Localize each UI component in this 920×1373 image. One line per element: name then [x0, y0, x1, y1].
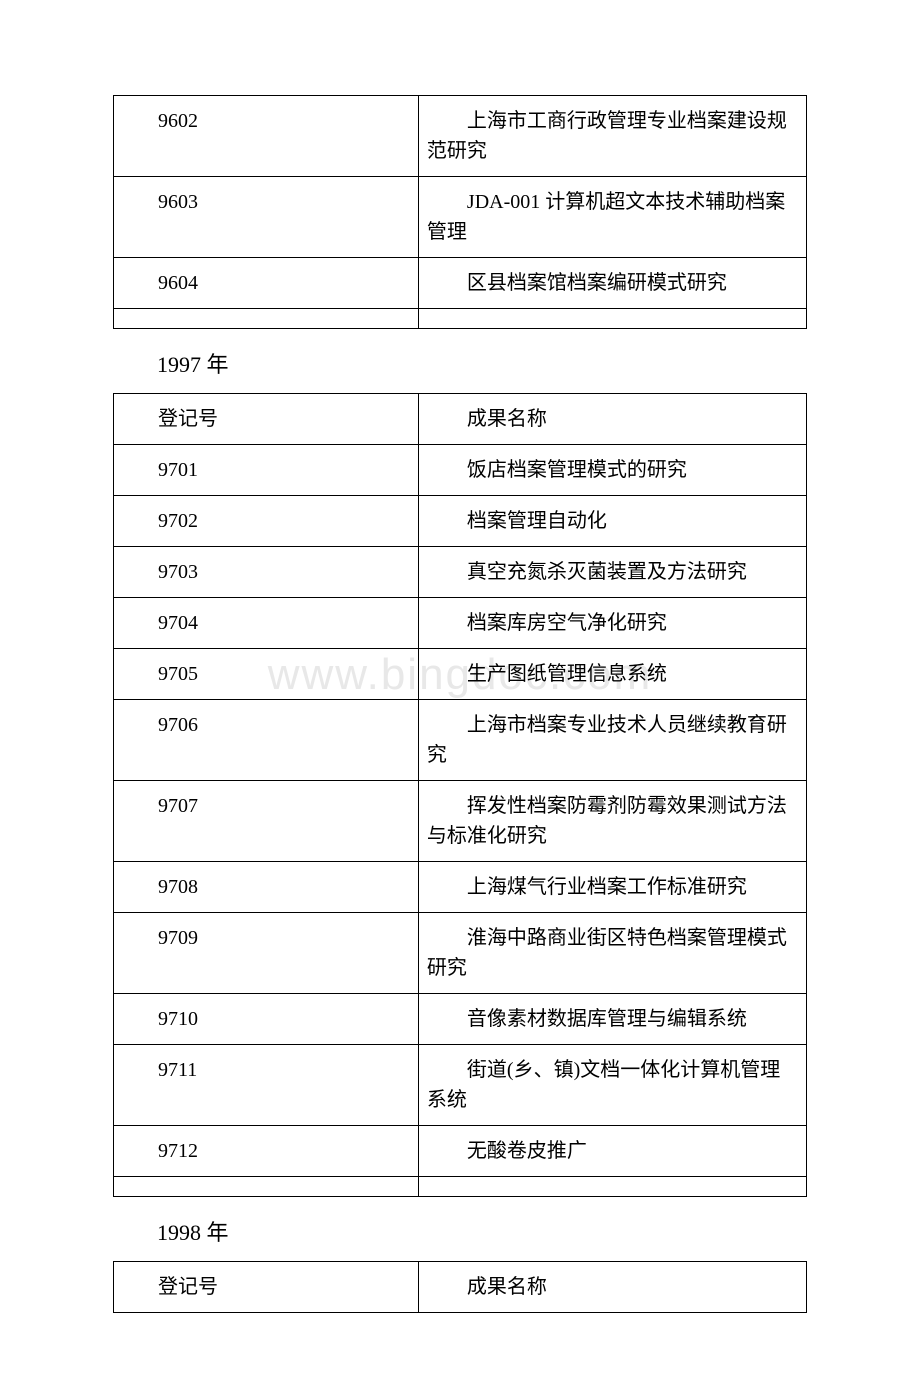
cell-empty — [114, 309, 419, 329]
table-row-empty — [114, 309, 807, 329]
cell-name: 挥发性档案防霉剂防霉效果测试方法与标准化研究 — [418, 781, 806, 862]
cell-id: 9707 — [114, 781, 419, 862]
cell-name-text: 档案库房空气净化研究 — [467, 612, 667, 634]
cell-id: 9705 — [114, 649, 419, 700]
cell-name: 淮海中路商业街区特色档案管理模式研究 — [418, 913, 806, 994]
cell-id: 9712 — [114, 1126, 419, 1177]
cell-name-text: 无酸卷皮推广 — [467, 1140, 587, 1162]
header-cell-name: 成果名称 — [418, 394, 806, 445]
cell-name: 档案库房空气净化研究 — [418, 598, 806, 649]
table-row: 9704 档案库房空气净化研究 — [114, 598, 807, 649]
table-row: 9603 JDA-001 计算机超文本技术辅助档案管理 — [114, 177, 807, 258]
table-row: 9707 挥发性档案防霉剂防霉效果测试方法与标准化研究 — [114, 781, 807, 862]
year-heading-1998: 1998 年 — [157, 1215, 807, 1247]
cell-name: 上海市档案专业技术人员继续教育研究 — [418, 700, 806, 781]
cell-name-text: 档案管理自动化 — [467, 510, 607, 532]
table-row: 9711 街道(乡、镇)文档一体化计算机管理系统 — [114, 1045, 807, 1126]
table-row: 9706 上海市档案专业技术人员继续教育研究 — [114, 700, 807, 781]
table-row: 9602 上海市工商行政管理专业档案建设规范研究 — [114, 96, 807, 177]
year-heading-1997: 1997 年 — [157, 347, 807, 379]
cell-name: JDA-001 计算机超文本技术辅助档案管理 — [418, 177, 806, 258]
cell-name: 区县档案馆档案编研模式研究 — [418, 258, 806, 309]
table-header-row: 登记号 成果名称 — [114, 394, 807, 445]
cell-name: 饭店档案管理模式的研究 — [418, 445, 806, 496]
table-row: 9708 上海煤气行业档案工作标准研究 — [114, 862, 807, 913]
cell-name-text: 上海市档案专业技术人员继续教育研究 — [427, 714, 787, 766]
cell-name: 上海市工商行政管理专业档案建设规范研究 — [418, 96, 806, 177]
table-row: 9709 淮海中路商业街区特色档案管理模式研究 — [114, 913, 807, 994]
header-cell-name: 成果名称 — [418, 1262, 806, 1313]
cell-name-text: 淮海中路商业街区特色档案管理模式研究 — [427, 927, 787, 979]
table-1997: 登记号 成果名称 9701 饭店档案管理模式的研究 9702 档案管理自动化 9… — [113, 393, 807, 1197]
cell-id: 9708 — [114, 862, 419, 913]
cell-name-text: 挥发性档案防霉剂防霉效果测试方法与标准化研究 — [427, 795, 787, 847]
cell-name-text: 上海煤气行业档案工作标准研究 — [467, 876, 747, 898]
header-cell-name-text: 成果名称 — [467, 408, 547, 430]
cell-name: 上海煤气行业档案工作标准研究 — [418, 862, 806, 913]
cell-id: 9701 — [114, 445, 419, 496]
cell-id: 9604 — [114, 258, 419, 309]
cell-id: 9709 — [114, 913, 419, 994]
cell-id: 9706 — [114, 700, 419, 781]
table-row: 9712 无酸卷皮推广 — [114, 1126, 807, 1177]
cell-name-text: 上海市工商行政管理专业档案建设规范研究 — [427, 110, 787, 162]
cell-empty — [418, 309, 806, 329]
header-cell-id: 登记号 — [114, 1262, 419, 1313]
table-row: 9705 生产图纸管理信息系统 — [114, 649, 807, 700]
cell-id: 9703 — [114, 547, 419, 598]
cell-name: 生产图纸管理信息系统 — [418, 649, 806, 700]
cell-name-text: 饭店档案管理模式的研究 — [467, 459, 687, 481]
cell-name-text: 街道(乡、镇)文档一体化计算机管理系统 — [427, 1059, 780, 1111]
cell-name-text: 生产图纸管理信息系统 — [467, 663, 667, 685]
cell-id: 9602 — [114, 96, 419, 177]
table-row-empty — [114, 1177, 807, 1197]
table-1998: 登记号 成果名称 — [113, 1261, 807, 1313]
cell-id: 9702 — [114, 496, 419, 547]
header-cell-id: 登记号 — [114, 394, 419, 445]
cell-empty — [114, 1177, 419, 1197]
cell-name: 档案管理自动化 — [418, 496, 806, 547]
cell-name-text: JDA-001 计算机超文本技术辅助档案管理 — [427, 191, 785, 243]
cell-name: 无酸卷皮推广 — [418, 1126, 806, 1177]
table-row: 9703 真空充氮杀灭菌装置及方法研究 — [114, 547, 807, 598]
table-header-row: 登记号 成果名称 — [114, 1262, 807, 1313]
cell-name: 街道(乡、镇)文档一体化计算机管理系统 — [418, 1045, 806, 1126]
cell-name: 音像素材数据库管理与编辑系统 — [418, 994, 806, 1045]
table-1996-continuation: 9602 上海市工商行政管理专业档案建设规范研究 9603 JDA-001 计算… — [113, 95, 807, 329]
table-row: 9604 区县档案馆档案编研模式研究 — [114, 258, 807, 309]
cell-id: 9603 — [114, 177, 419, 258]
cell-name: 真空充氮杀灭菌装置及方法研究 — [418, 547, 806, 598]
header-cell-name-text: 成果名称 — [467, 1276, 547, 1298]
table-row: 9702 档案管理自动化 — [114, 496, 807, 547]
table-row: 9710 音像素材数据库管理与编辑系统 — [114, 994, 807, 1045]
cell-id: 9704 — [114, 598, 419, 649]
cell-id: 9711 — [114, 1045, 419, 1126]
cell-name-text: 音像素材数据库管理与编辑系统 — [467, 1008, 747, 1030]
cell-name-text: 真空充氮杀灭菌装置及方法研究 — [467, 561, 747, 583]
table-row: 9701 饭店档案管理模式的研究 — [114, 445, 807, 496]
cell-name-text: 区县档案馆档案编研模式研究 — [467, 272, 727, 294]
cell-empty — [418, 1177, 806, 1197]
cell-id: 9710 — [114, 994, 419, 1045]
